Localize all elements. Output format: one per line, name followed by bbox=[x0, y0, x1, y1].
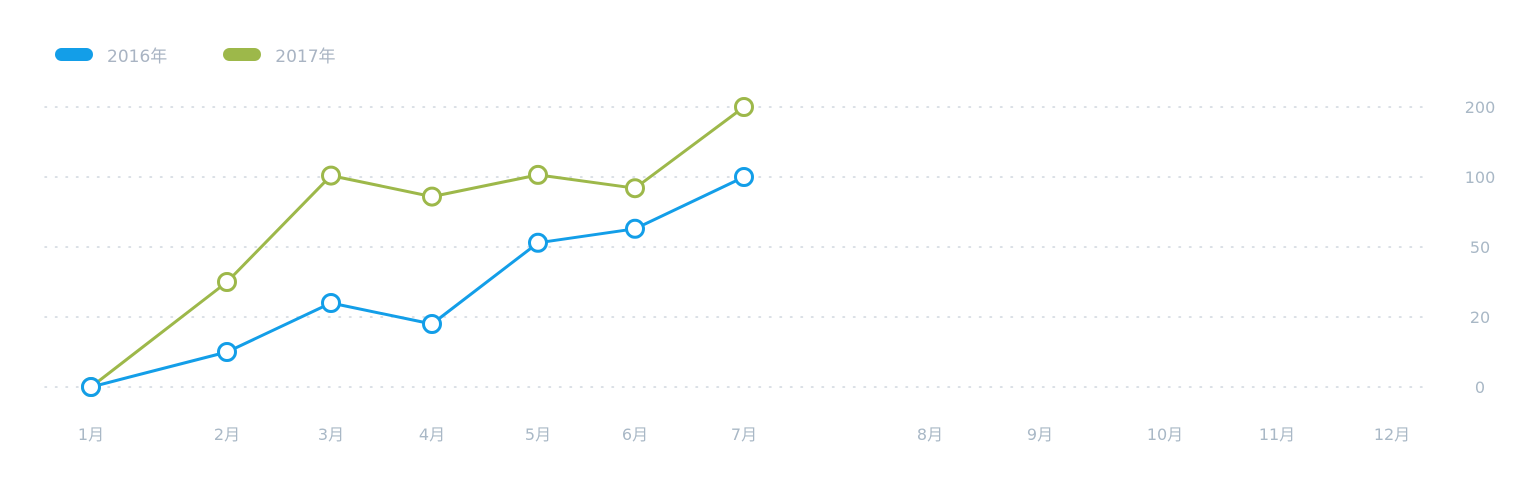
x-tick-label: 4月 bbox=[419, 425, 445, 444]
data-point[interactable] bbox=[734, 167, 754, 187]
legend-label-2017: 2017年 bbox=[275, 47, 336, 67]
data-point[interactable] bbox=[528, 164, 548, 185]
data-point[interactable] bbox=[217, 272, 237, 292]
x-tick-label: 9月 bbox=[1027, 425, 1053, 444]
x-tick-label: 1月 bbox=[78, 425, 104, 444]
series-line-2016年 bbox=[89, 175, 746, 389]
chart-legend: 2016年 2017年 bbox=[55, 42, 336, 67]
x-tick-label: 2月 bbox=[214, 425, 240, 444]
x-tick-label: 6月 bbox=[622, 425, 648, 444]
x-tick-label: 12月 bbox=[1374, 425, 1410, 444]
x-tick-label: 5月 bbox=[525, 425, 551, 444]
x-tick-label: 3月 bbox=[318, 425, 344, 444]
legend-label-2016: 2016年 bbox=[107, 47, 168, 67]
data-point[interactable] bbox=[625, 218, 645, 239]
series-line-2017年 bbox=[89, 105, 746, 389]
legend-item-2017[interactable]: 2017年 bbox=[223, 42, 336, 67]
y-tick-label: 200 bbox=[1465, 98, 1496, 117]
data-point[interactable] bbox=[734, 97, 754, 117]
legend-swatch-2016 bbox=[55, 48, 93, 61]
x-tick-label: 11月 bbox=[1259, 425, 1295, 444]
y-tick-label: 20 bbox=[1470, 308, 1490, 327]
data-point[interactable] bbox=[528, 232, 548, 253]
data-point[interactable] bbox=[422, 186, 442, 207]
legend-item-2016[interactable]: 2016年 bbox=[55, 42, 167, 67]
x-tick-label: 8月 bbox=[917, 425, 943, 444]
y-tick-label: 50 bbox=[1470, 238, 1490, 257]
data-point[interactable] bbox=[422, 314, 442, 334]
legend-swatch-2017 bbox=[223, 48, 262, 61]
data-point[interactable] bbox=[321, 165, 341, 186]
x-tick-label: 10月 bbox=[1147, 425, 1183, 444]
y-tick-label: 100 bbox=[1465, 168, 1496, 187]
data-point[interactable] bbox=[81, 377, 101, 397]
data-point[interactable] bbox=[321, 293, 341, 313]
data-point[interactable] bbox=[625, 178, 645, 199]
data-point[interactable] bbox=[217, 342, 237, 362]
x-tick-label: 7月 bbox=[731, 425, 757, 444]
y-tick-label: 0 bbox=[1475, 378, 1485, 397]
